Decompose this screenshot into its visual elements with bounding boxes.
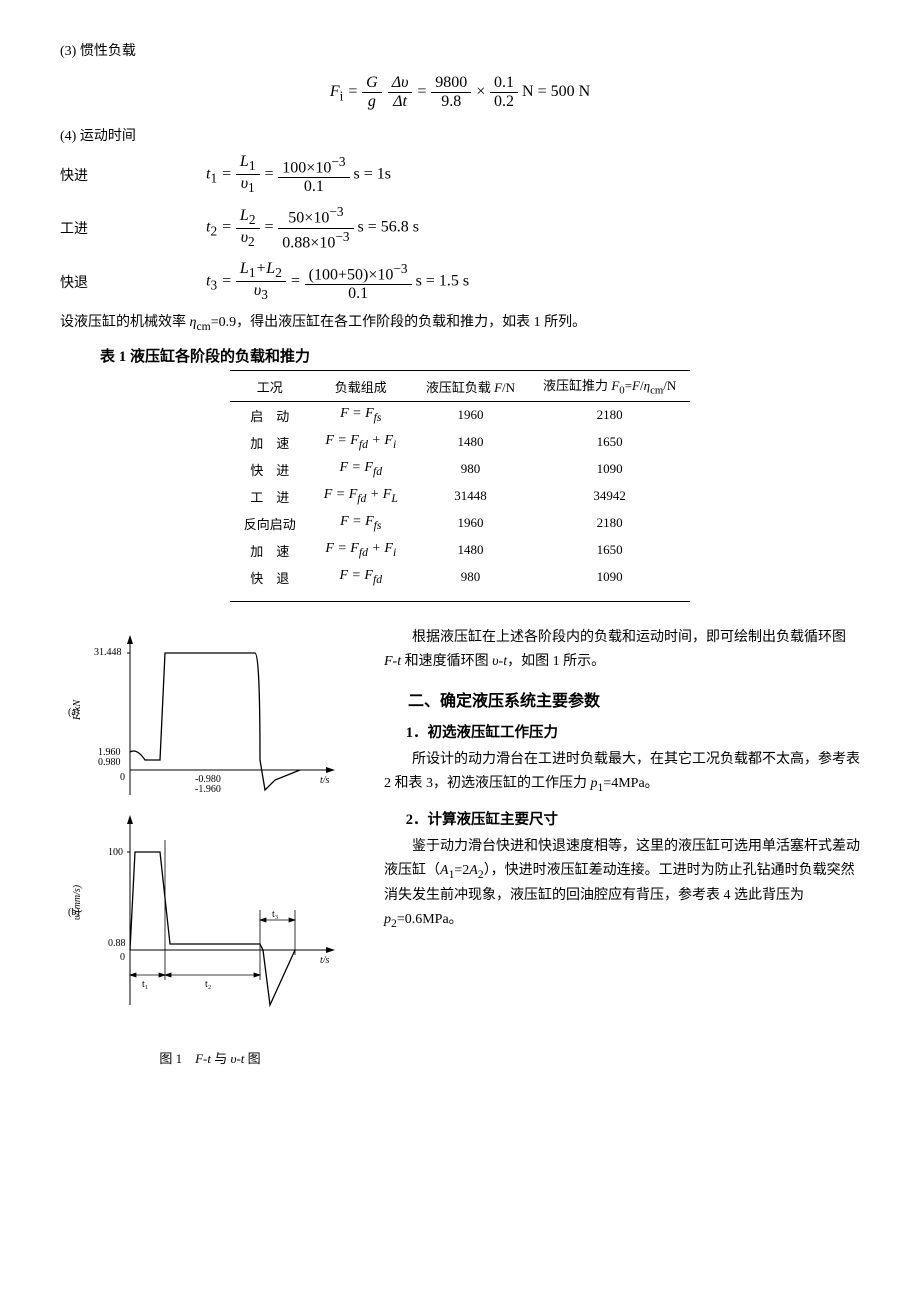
cell-phase: 反向启动 bbox=[230, 510, 310, 537]
intro-paragraph: 根据液压缸在上述各阶段内的负载和运动时间，即可绘制出负载循环图 F-t 和速度循… bbox=[384, 626, 860, 674]
table-row: 快 退F = Ffd9801090 bbox=[230, 564, 691, 602]
tick-31.448: 31.448 bbox=[94, 647, 122, 658]
svg-text:(b): (b) bbox=[68, 907, 80, 918]
table-row: 反向启动F = Ffs19602180 bbox=[230, 510, 691, 537]
cell-phase: 加 速 bbox=[230, 537, 310, 564]
cell-comp: F = Ffd bbox=[310, 564, 412, 602]
th-comp: 负载组成 bbox=[310, 371, 412, 402]
svg-text:t/s: t/s bbox=[320, 955, 330, 966]
svg-text:0.980: 0.980 bbox=[98, 757, 121, 768]
table1-caption: 表 1 液压缸各阶段的负载和推力 bbox=[100, 345, 860, 366]
cell-comp: F = Ffs bbox=[310, 510, 412, 537]
figure1-svg: 31.448 1.960 0.980 0 -0.980 -1.960 t/s F… bbox=[60, 620, 360, 1040]
efficiency-note: 设液压缸的机械效率 ηcm=0.9，得出液压缸在各工作阶段的负载和推力，如表 1… bbox=[60, 311, 860, 333]
cell-thrust: 1650 bbox=[529, 537, 690, 564]
th-load: 液压缸负载 F/N bbox=[412, 371, 529, 402]
h-p2: 2．计算液压缸主要尺寸 bbox=[384, 808, 860, 829]
svg-text:t₃: t₃ bbox=[272, 909, 278, 920]
cell-load: 1960 bbox=[412, 510, 529, 537]
th-thrust: 液压缸推力 F0=F/ηcm/N bbox=[529, 371, 690, 402]
cell-load: 980 bbox=[412, 564, 529, 602]
row-fast-forward: 快进 t1 = L1 υ1 = 100×10−3 0.1 s = 1s bbox=[60, 153, 860, 196]
svg-text:(a): (a) bbox=[68, 707, 79, 718]
p-p1: 所设计的动力滑台在工进时负载最大，在其它工况负载都不太高，参考表 2 和表 3，… bbox=[384, 748, 860, 797]
cell-thrust: 1650 bbox=[529, 429, 690, 456]
section-inertia: (3) 惯性负载 Fi = G g Δυ Δt = 9800 9.8 × 0.1… bbox=[60, 40, 860, 111]
svg-text:-1.960: -1.960 bbox=[195, 784, 221, 795]
table-row: 工 进F = Ffd + FL3144834942 bbox=[230, 483, 691, 510]
row-work-forward: 工进 t2 = L2 υ2 = 50×10−3 0.88×10−3 s = 56… bbox=[60, 204, 860, 252]
row-fast-back: 快退 t3 = L1+L2 υ3 = (100+50)×10−3 0.1 s =… bbox=[60, 260, 860, 303]
th-phase: 工况 bbox=[230, 371, 310, 402]
table-row: 快 进F = Ffd9801090 bbox=[230, 456, 691, 483]
table1: 工况 负载组成 液压缸负载 F/N 液压缸推力 F0=F/ηcm/N 启 动F … bbox=[230, 370, 691, 602]
cell-phase: 快 进 bbox=[230, 456, 310, 483]
section-time: (4) 运动时间 快进 t1 = L1 υ1 = 100×10−3 0.1 s … bbox=[60, 125, 860, 333]
figure-column: 31.448 1.960 0.980 0 -0.980 -1.960 t/s F… bbox=[60, 620, 360, 1067]
table-row: 加 速F = Ffd + Fi14801650 bbox=[230, 537, 691, 564]
cell-comp: F = Ffs bbox=[310, 401, 412, 429]
h2-params: 二、确定液压系统主要参数 bbox=[384, 687, 860, 711]
section3-title: (3) 惯性负载 bbox=[60, 40, 860, 60]
cell-phase: 快 退 bbox=[230, 564, 310, 602]
cell-load: 1960 bbox=[412, 401, 529, 429]
label-work-forward: 工进 bbox=[60, 218, 106, 238]
cell-thrust: 34942 bbox=[529, 483, 690, 510]
cell-comp: F = Ffd + FL bbox=[310, 483, 412, 510]
svg-text:t/s: t/s bbox=[320, 775, 330, 786]
cell-phase: 工 进 bbox=[230, 483, 310, 510]
cell-comp: F = Ffd + Fi bbox=[310, 429, 412, 456]
svg-text:100: 100 bbox=[108, 847, 123, 858]
cell-thrust: 1090 bbox=[529, 564, 690, 602]
section4-title: (4) 运动时间 bbox=[60, 125, 860, 145]
cell-load: 1480 bbox=[412, 429, 529, 456]
svg-text:0: 0 bbox=[120, 952, 125, 963]
formula-t3: t3 = L1+L2 υ3 = (100+50)×10−3 0.1 s = 1.… bbox=[106, 260, 860, 303]
cell-phase: 启 动 bbox=[230, 401, 310, 429]
table1-header-row: 工况 负载组成 液压缸负载 F/N 液压缸推力 F0=F/ηcm/N bbox=[230, 371, 691, 402]
table-row: 启 动F = Ffs19602180 bbox=[230, 401, 691, 429]
h-p1: 1．初选液压缸工作压力 bbox=[384, 721, 860, 742]
cell-thrust: 1090 bbox=[529, 456, 690, 483]
figure-and-text: 31.448 1.960 0.980 0 -0.980 -1.960 t/s F… bbox=[60, 620, 860, 1067]
inertia-formula: Fi = G g Δυ Δt = 9800 9.8 × 0.1 0.2 N = … bbox=[60, 74, 860, 111]
cell-comp: F = Ffd + Fi bbox=[310, 537, 412, 564]
svg-text:0: 0 bbox=[120, 772, 125, 783]
table-row: 加 速F = Ffd + Fi14801650 bbox=[230, 429, 691, 456]
svg-text:t₁: t₁ bbox=[142, 979, 148, 990]
formula-t1: t1 = L1 υ1 = 100×10−3 0.1 s = 1s bbox=[106, 153, 860, 196]
cell-load: 31448 bbox=[412, 483, 529, 510]
label-fast-forward: 快进 bbox=[60, 165, 106, 185]
label-fast-back: 快退 bbox=[60, 272, 106, 292]
cell-load: 1480 bbox=[412, 537, 529, 564]
figure1-caption: 图 1 F-t 与 υ-t 图 bbox=[60, 1048, 360, 1067]
svg-text:0.88: 0.88 bbox=[108, 938, 126, 949]
text-column: 根据液压缸在上述各阶段内的负载和运动时间，即可绘制出负载循环图 F-t 和速度循… bbox=[384, 620, 860, 940]
cell-load: 980 bbox=[412, 456, 529, 483]
cell-comp: F = Ffd bbox=[310, 456, 412, 483]
cell-phase: 加 速 bbox=[230, 429, 310, 456]
formula-t2: t2 = L2 υ2 = 50×10−3 0.88×10−3 s = 56.8 … bbox=[106, 204, 860, 252]
cell-thrust: 2180 bbox=[529, 401, 690, 429]
svg-text:t₂: t₂ bbox=[205, 979, 211, 990]
p-p2: 鉴于动力滑台快进和快退速度相等，这里的液压缸可选用单活塞杆式差动液压缸（A1=2… bbox=[384, 835, 860, 934]
cell-thrust: 2180 bbox=[529, 510, 690, 537]
